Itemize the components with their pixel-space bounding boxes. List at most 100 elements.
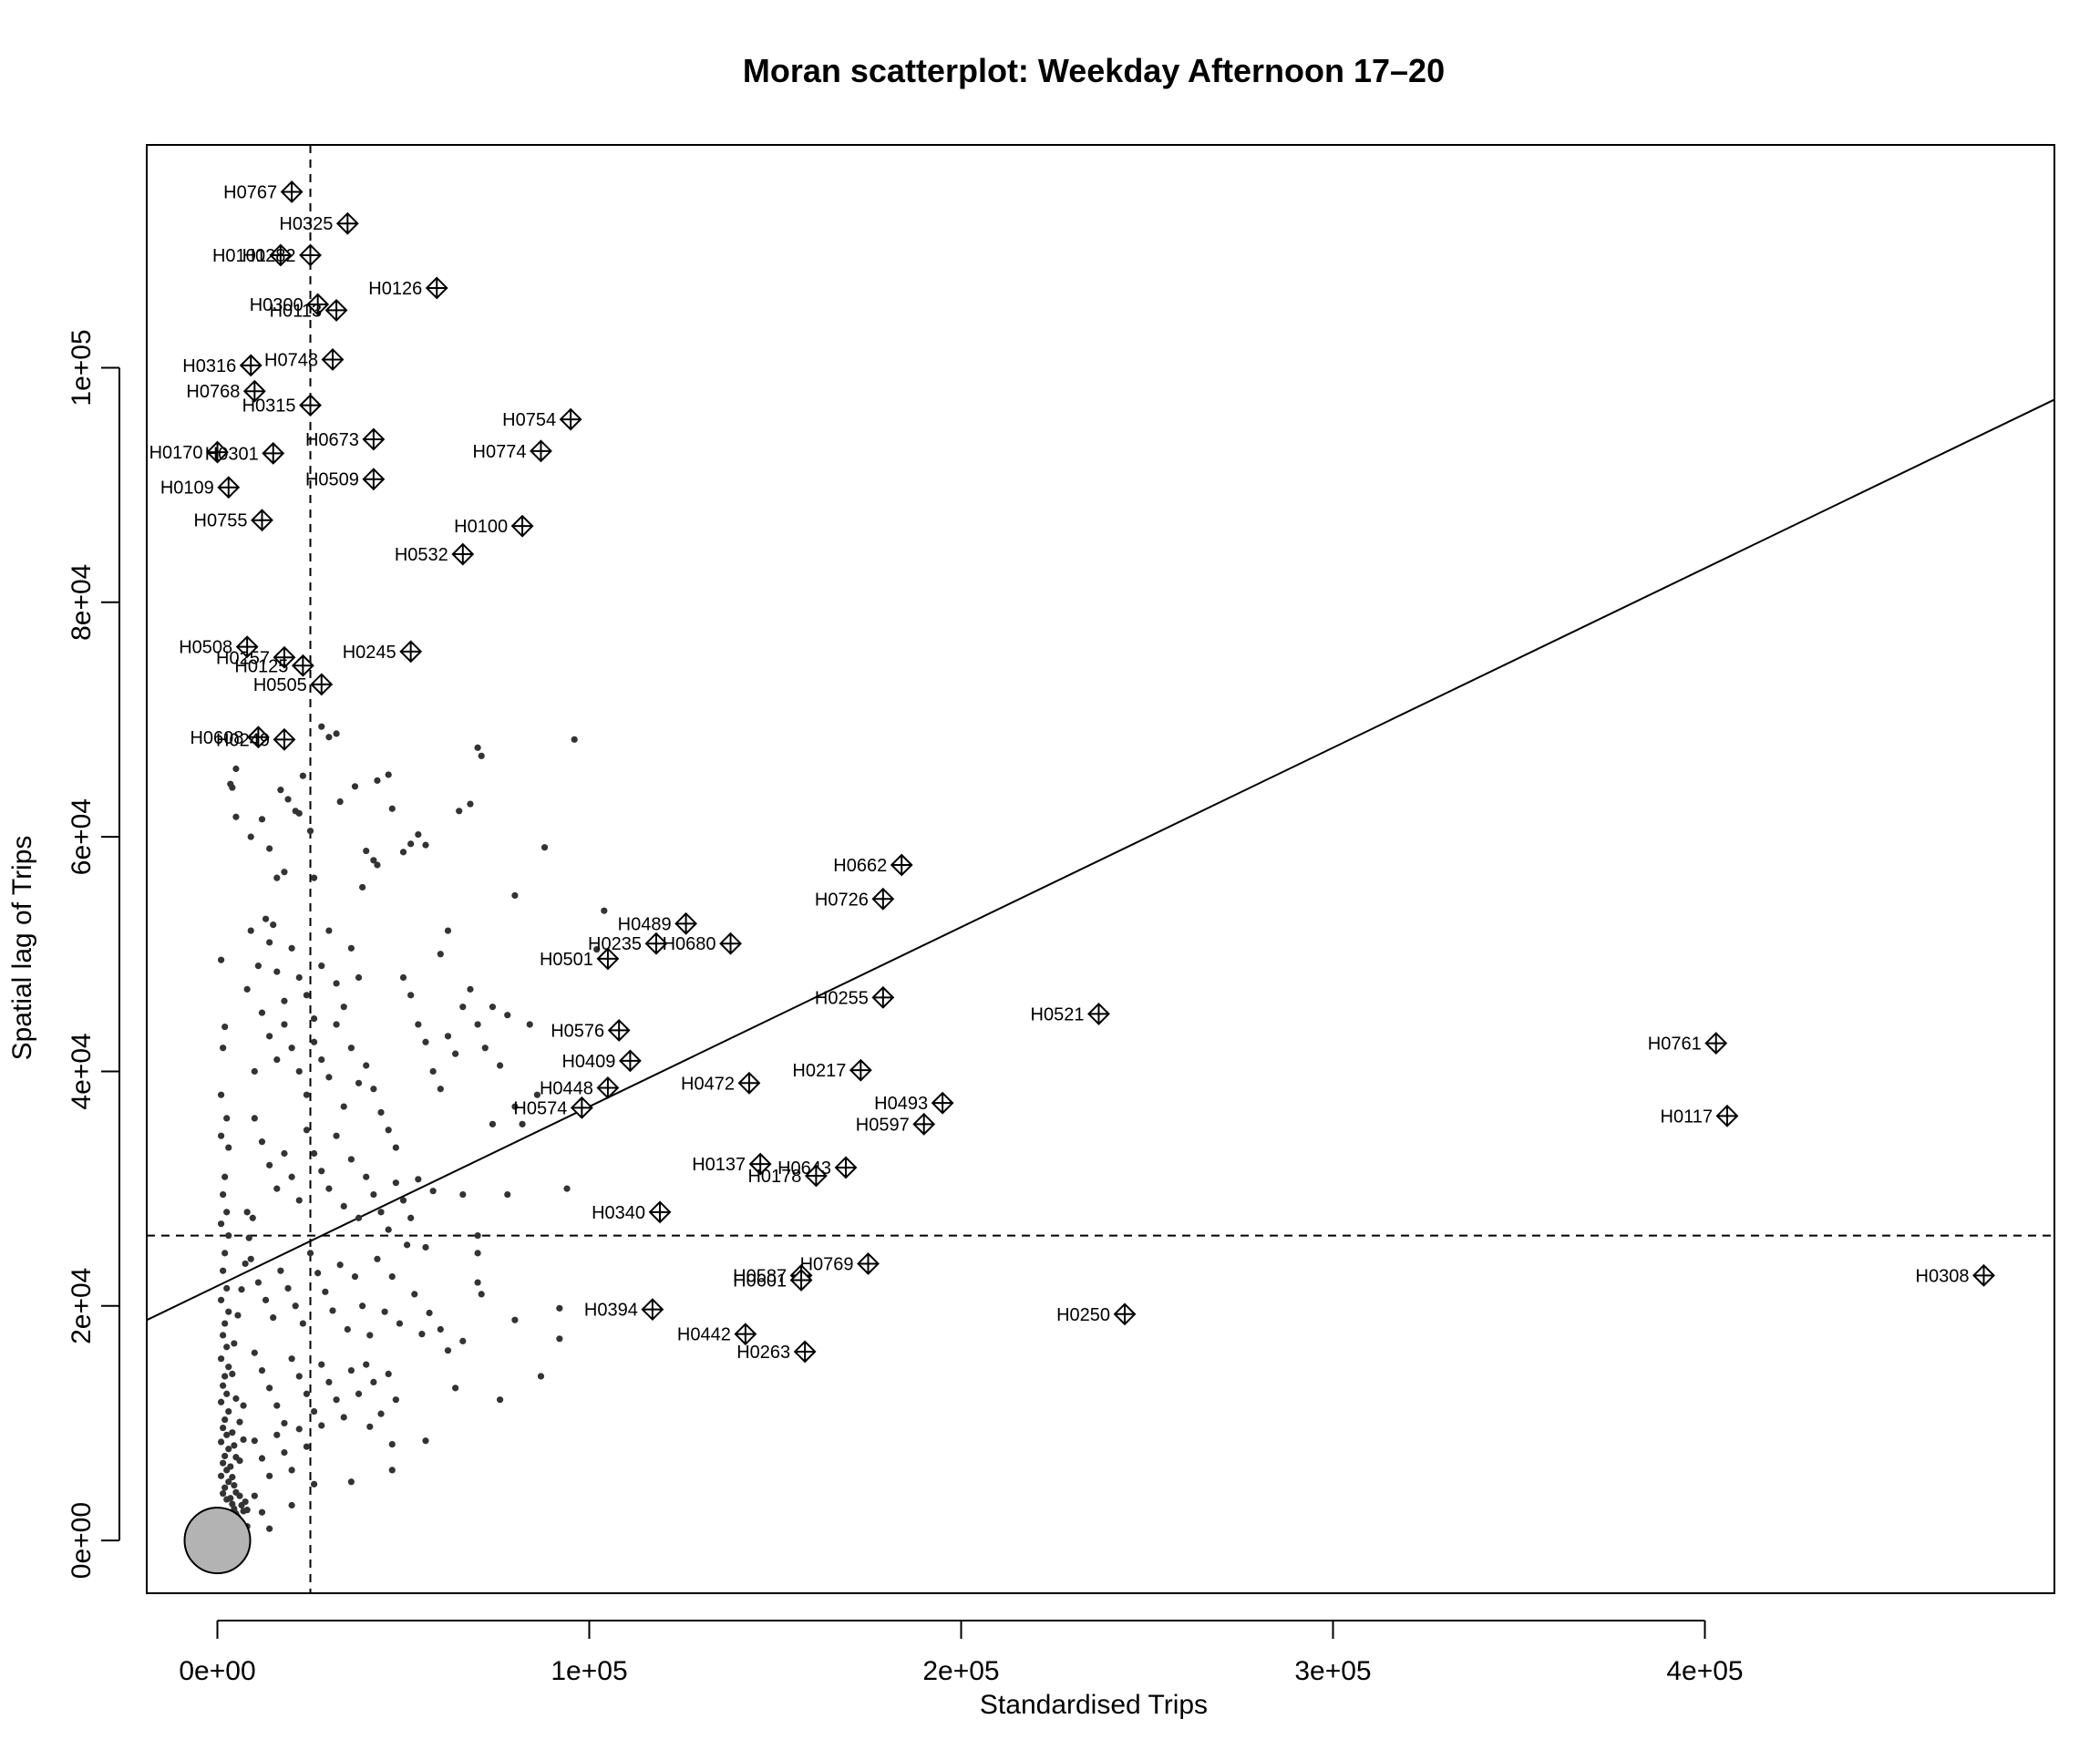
data-point bbox=[504, 1190, 511, 1199]
data-point bbox=[355, 1214, 363, 1221]
data-point bbox=[325, 1185, 333, 1192]
influential-point-label: H0508 bbox=[179, 638, 232, 658]
data-point bbox=[377, 1108, 385, 1117]
influential-point-label: H0601 bbox=[733, 1271, 787, 1291]
data-point bbox=[217, 1220, 225, 1228]
data-point bbox=[363, 1361, 370, 1368]
data-point bbox=[533, 1091, 540, 1098]
influential-point-label: H0587 bbox=[733, 1266, 787, 1286]
data-point bbox=[273, 1402, 281, 1409]
data-point bbox=[422, 1243, 429, 1251]
data-point bbox=[403, 1241, 411, 1249]
data-point bbox=[347, 1366, 355, 1374]
data-point bbox=[325, 927, 333, 934]
data-point bbox=[511, 1316, 519, 1323]
influential-point-label: H0509 bbox=[305, 470, 359, 490]
influential-point-label: H0113 bbox=[270, 301, 322, 321]
influential-point-label: H0662 bbox=[833, 856, 887, 876]
data-point bbox=[223, 1431, 231, 1438]
data-point bbox=[318, 1422, 325, 1429]
data-point bbox=[415, 1021, 422, 1028]
data-point bbox=[277, 787, 284, 794]
data-point bbox=[474, 1279, 481, 1286]
data-point bbox=[381, 1308, 388, 1315]
data-point bbox=[374, 1255, 381, 1262]
data-point bbox=[273, 1431, 281, 1438]
data-point bbox=[452, 1385, 459, 1392]
data-point bbox=[437, 951, 444, 958]
influential-point-label: H0245 bbox=[343, 643, 396, 663]
data-point bbox=[266, 845, 273, 852]
influential-point-label: H0774 bbox=[473, 442, 527, 462]
data-point bbox=[232, 765, 240, 773]
data-point bbox=[374, 777, 381, 784]
data-point bbox=[385, 1226, 392, 1233]
influential-point-label: H0178 bbox=[747, 1167, 801, 1187]
data-point bbox=[426, 1309, 433, 1317]
data-point bbox=[258, 816, 266, 823]
data-point bbox=[221, 1373, 229, 1380]
data-point bbox=[225, 1407, 232, 1415]
data-point bbox=[303, 1443, 311, 1450]
data-point bbox=[225, 1231, 232, 1240]
data-point bbox=[258, 1366, 266, 1374]
data-point bbox=[258, 1138, 266, 1146]
x-tick-label: 3e+05 bbox=[1294, 1656, 1371, 1686]
data-point bbox=[496, 1396, 504, 1404]
data-point bbox=[243, 1209, 251, 1216]
data-point bbox=[299, 772, 306, 779]
data-point bbox=[247, 927, 254, 934]
influential-point-label: H0217 bbox=[792, 1061, 846, 1081]
data-point bbox=[385, 1127, 392, 1134]
data-point bbox=[266, 939, 273, 946]
data-point bbox=[236, 1492, 243, 1499]
plot-frame bbox=[146, 144, 2055, 1594]
data-point bbox=[303, 1091, 311, 1098]
reference-lines bbox=[146, 145, 2055, 1593]
data-point bbox=[370, 1086, 377, 1093]
data-point bbox=[295, 1426, 303, 1433]
influential-point-label: H0505 bbox=[253, 675, 307, 695]
data-point bbox=[467, 800, 474, 808]
data-point bbox=[422, 841, 429, 849]
data-point bbox=[363, 847, 370, 855]
data-point bbox=[251, 1492, 258, 1499]
y-tick-label: 0e+00 bbox=[67, 1502, 97, 1579]
data-point bbox=[563, 1185, 571, 1192]
data-point bbox=[422, 1437, 429, 1445]
data-point bbox=[288, 1501, 295, 1509]
data-point bbox=[288, 1173, 295, 1180]
data-point bbox=[217, 1296, 225, 1303]
y-tick-label: 1e+05 bbox=[67, 329, 97, 406]
data-point bbox=[325, 734, 333, 741]
data-point bbox=[388, 1440, 396, 1448]
data-point bbox=[217, 1091, 225, 1098]
origin-marker bbox=[183, 1507, 252, 1575]
influential-point-label: H0755 bbox=[194, 511, 248, 531]
data-point bbox=[478, 752, 485, 759]
data-point bbox=[231, 1482, 238, 1489]
data-point bbox=[220, 1490, 227, 1498]
data-point bbox=[351, 1273, 359, 1281]
data-point bbox=[399, 849, 407, 856]
data-point bbox=[306, 828, 314, 835]
influential-point-label: H0394 bbox=[584, 1301, 638, 1321]
data-point bbox=[325, 1074, 333, 1081]
data-point bbox=[519, 1120, 526, 1127]
data-point bbox=[467, 985, 474, 993]
data-point bbox=[266, 1525, 273, 1532]
data-point bbox=[217, 1438, 225, 1446]
data-point bbox=[318, 962, 325, 970]
x-tick-label: 0e+00 bbox=[179, 1656, 255, 1686]
data-point bbox=[262, 915, 270, 922]
data-point bbox=[247, 833, 254, 840]
influential-point-label: H0100 bbox=[454, 517, 508, 537]
data-point bbox=[270, 1314, 277, 1322]
influential-point-label: H0767 bbox=[223, 182, 277, 202]
data-point bbox=[221, 1484, 229, 1491]
data-point bbox=[258, 1508, 266, 1516]
data-point bbox=[221, 1250, 229, 1257]
data-point bbox=[333, 980, 340, 987]
data-point bbox=[281, 1149, 288, 1158]
